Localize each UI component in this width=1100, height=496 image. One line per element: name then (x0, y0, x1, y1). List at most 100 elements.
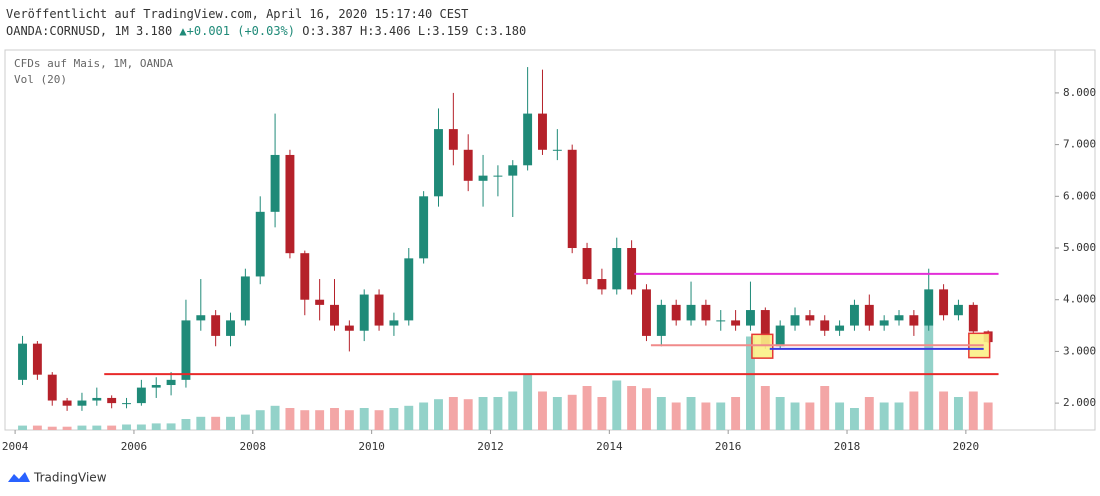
volume-bar (211, 416, 221, 430)
volume-bar (879, 402, 889, 430)
candle-body (760, 310, 770, 347)
legend-vol: Vol (20) (14, 73, 67, 86)
volume-bar (92, 425, 102, 430)
candle-body (196, 315, 206, 321)
volume-bar (805, 402, 815, 430)
y-tick-label: 8.000 (1063, 86, 1096, 99)
volume-bar (820, 386, 830, 430)
volume-bar (18, 425, 27, 430)
candle-body (716, 320, 726, 322)
candle-body (151, 385, 161, 388)
legend-title: CFDs auf Mais, 1M, OANDA (14, 57, 173, 70)
candle-body (538, 113, 547, 150)
volume-bar (330, 408, 339, 430)
candle-body (612, 248, 622, 290)
candle-body (567, 149, 577, 249)
volume-bar (671, 402, 681, 430)
volume-bar (419, 402, 429, 430)
candle-body (240, 276, 250, 321)
volume-bar (62, 426, 72, 430)
candle-body (820, 320, 830, 331)
candle-body (582, 248, 592, 280)
y-tick-label: 3.000 (1063, 344, 1096, 357)
volume-bar (107, 425, 117, 430)
candle-body (107, 397, 117, 404)
volume-bar (656, 397, 666, 430)
candle-body (894, 315, 904, 321)
candle-body (166, 379, 176, 386)
volume-bar (864, 397, 874, 430)
volume-bar (538, 391, 547, 430)
candle-body (909, 315, 919, 326)
y-tick-label: 5.000 (1063, 241, 1096, 254)
candle-body (374, 294, 384, 326)
candle-body (849, 304, 859, 326)
candle-body (493, 175, 503, 177)
candle-body (136, 387, 146, 404)
highlight-box (751, 333, 774, 359)
candle-body (404, 258, 414, 321)
volume-bar (270, 405, 280, 430)
volume-bar (181, 419, 191, 430)
volume-bar (567, 394, 577, 430)
volume-bar (924, 325, 934, 430)
candle-body (552, 149, 562, 151)
volume-bar (983, 402, 993, 430)
volume-bar (300, 410, 310, 430)
y-tick-label: 7.000 (1063, 138, 1096, 151)
x-tick-label: 2010 (358, 440, 385, 453)
volume-bar (597, 397, 607, 430)
candle-body (32, 343, 42, 375)
volume-bar (196, 416, 206, 430)
volume-bar (523, 375, 533, 430)
candle-body (953, 304, 963, 316)
candle-body (300, 253, 310, 300)
volume-bar (939, 391, 949, 430)
volume-bar (909, 391, 919, 430)
volume-bar (226, 416, 235, 430)
volume-bar (240, 414, 250, 430)
candle-body (835, 325, 845, 331)
volume-bar (894, 402, 904, 430)
ohlc: O:3.387 H:3.406 L:3.159 C:3.180 (302, 24, 527, 38)
volume-bar (77, 425, 87, 430)
x-tick-label: 2004 (2, 440, 29, 453)
volume-bar (849, 408, 859, 430)
volume-bar (716, 402, 726, 430)
y-tick-label: 2.000 (1063, 396, 1096, 409)
candle-body (775, 325, 785, 347)
x-tick-label: 2012 (477, 440, 504, 453)
volume-bar (136, 424, 146, 430)
volume-bar (642, 388, 651, 430)
volume-bar (582, 386, 592, 430)
volume-bar (374, 410, 384, 430)
candle-body (226, 320, 235, 336)
candle-body (671, 304, 681, 321)
candle-body (924, 289, 934, 326)
brand: TradingView (33, 471, 107, 485)
x-tick-label: 2014 (596, 440, 623, 453)
volume-bar (255, 410, 265, 430)
x-tick-label: 2018 (834, 440, 861, 453)
volume-bar (627, 386, 637, 430)
candle-body (434, 129, 443, 197)
candle-body (359, 294, 369, 331)
arrow: ▲ (179, 24, 187, 38)
volume-bar (166, 423, 176, 430)
candle-body (92, 397, 102, 401)
candle-body (18, 343, 27, 380)
candle-body (864, 304, 874, 326)
candle-body (62, 400, 72, 406)
candle-body (448, 129, 458, 150)
volume-bar (790, 402, 800, 430)
y-tick-label: 6.000 (1063, 189, 1096, 202)
candle-body (627, 248, 637, 290)
candle-body (478, 175, 488, 181)
candle-body (939, 289, 949, 316)
change: +0.001 (+0.03%) (186, 24, 296, 38)
candle-body (122, 403, 131, 405)
candle-body (270, 154, 280, 212)
candle-body (181, 320, 191, 380)
published: Veröffentlicht auf TradingView.com, Apri… (6, 7, 469, 21)
